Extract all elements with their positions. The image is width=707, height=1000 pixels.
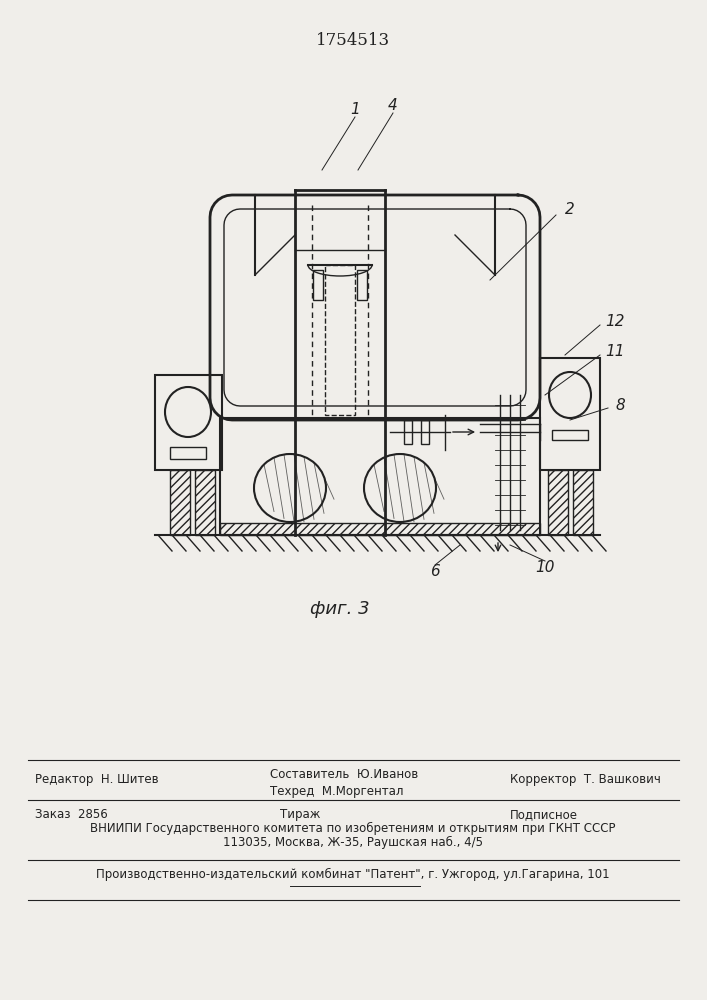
Text: 11: 11	[605, 344, 625, 360]
Bar	[325, 265, 355, 415]
Text: 10: 10	[535, 560, 555, 576]
Bar	[552, 430, 588, 440]
Text: Производственно-издательский комбинат "Патент", г. Ужгород, ул.Гагарина, 101: Производственно-издательский комбинат "П…	[96, 868, 610, 881]
Text: Редактор  Н. Шитев: Редактор Н. Шитев	[35, 774, 158, 786]
Bar	[170, 470, 190, 535]
Bar	[155, 375, 222, 470]
Bar	[548, 470, 568, 535]
Text: 4: 4	[388, 98, 398, 112]
Bar	[404, 420, 412, 444]
Bar	[540, 358, 600, 470]
Text: Составитель  Ю.Иванов: Составитель Ю.Иванов	[270, 768, 419, 781]
Bar	[357, 270, 367, 300]
Text: 1: 1	[350, 103, 360, 117]
Text: 8: 8	[615, 397, 625, 412]
Bar	[421, 420, 429, 444]
Bar	[170, 447, 206, 459]
Text: 12: 12	[605, 314, 625, 330]
Text: 113035, Москва, Ж-35, Раушская наб., 4/5: 113035, Москва, Ж-35, Раушская наб., 4/5	[223, 836, 483, 849]
Text: Корректор  Т. Вашкович: Корректор Т. Вашкович	[510, 774, 661, 786]
Bar	[220, 418, 540, 535]
Text: Тираж: Тираж	[280, 808, 320, 821]
Bar	[220, 523, 540, 535]
Bar	[573, 470, 593, 535]
Text: ВНИИПИ Государственного комитета по изобретениям и открытиям при ГКНТ СССР: ВНИИПИ Государственного комитета по изоб…	[90, 822, 616, 835]
Text: 2: 2	[565, 202, 575, 218]
Text: 1754513: 1754513	[316, 32, 390, 49]
Text: Техред  М.Моргентал: Техред М.Моргентал	[270, 785, 404, 798]
Text: фиг. 3: фиг. 3	[310, 600, 370, 618]
Bar	[195, 470, 215, 535]
Bar	[313, 270, 323, 300]
Text: 6: 6	[430, 564, 440, 580]
Text: Подписное: Подписное	[510, 808, 578, 821]
Text: Заказ  2856: Заказ 2856	[35, 808, 107, 821]
